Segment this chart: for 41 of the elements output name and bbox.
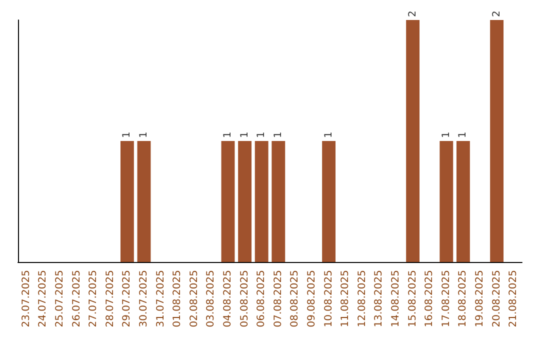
x-tick-label: 15.08.2025 [407, 270, 418, 328]
x-tick-label: 05.08.2025 [239, 270, 250, 328]
x-tick-label: 13.08.2025 [374, 270, 385, 328]
x-tick-label: 23.07.2025 [20, 270, 32, 328]
data-label: 1 [239, 132, 250, 138]
x-tick-label: 01.08.2025 [172, 270, 184, 328]
data-label: 2 [491, 10, 502, 17]
x-tick-label: 04.08.2025 [222, 270, 234, 328]
data-label: 1 [458, 132, 469, 138]
x-tick-label: 27.07.2025 [88, 270, 100, 328]
x-tick-label: 31.07.2025 [155, 270, 166, 328]
x-tick-label: 07.08.2025 [272, 270, 284, 328]
x-tick-label: 26.07.2025 [71, 270, 82, 328]
x-tick-label: 28.07.2025 [104, 270, 116, 328]
x-tick-label: 24.07.2025 [38, 270, 49, 328]
data-label: 1 [122, 132, 133, 138]
data-label: 1 [138, 132, 150, 138]
x-tick-label: 21.08.2025 [508, 270, 520, 328]
x-tick-label: 02.08.2025 [188, 270, 200, 328]
data-label: 1 [440, 132, 452, 138]
x-tick-label: 08.08.2025 [290, 270, 301, 328]
data-label: 1 [256, 132, 268, 138]
x-tick-label: 16.08.2025 [424, 270, 436, 328]
x-tick-label: 06.08.2025 [256, 270, 268, 328]
x-tick-label: 14.08.2025 [390, 270, 402, 328]
x-tick-label: 18.08.2025 [458, 270, 469, 328]
data-label: 1 [323, 132, 334, 138]
x-tick-label: 12.08.2025 [356, 270, 368, 328]
x-tick-label: 11.08.2025 [340, 270, 352, 328]
x-tick-label: 10.08.2025 [323, 270, 334, 328]
data-label: 2 [407, 10, 418, 17]
data-label: 1 [272, 132, 284, 138]
x-tick-label: 17.08.2025 [440, 270, 452, 328]
x-tick-label: 03.08.2025 [206, 270, 217, 328]
x-tick-label: 29.07.2025 [122, 270, 133, 328]
data-label: 1 [222, 132, 234, 138]
x-tick-label: 20.08.2025 [491, 270, 502, 328]
x-tick-label: 09.08.2025 [306, 270, 318, 328]
x-tick-label: 19.08.2025 [474, 270, 486, 328]
x-tick-label: 25.07.2025 [54, 270, 66, 328]
x-tick-label: 30.07.2025 [138, 270, 150, 328]
